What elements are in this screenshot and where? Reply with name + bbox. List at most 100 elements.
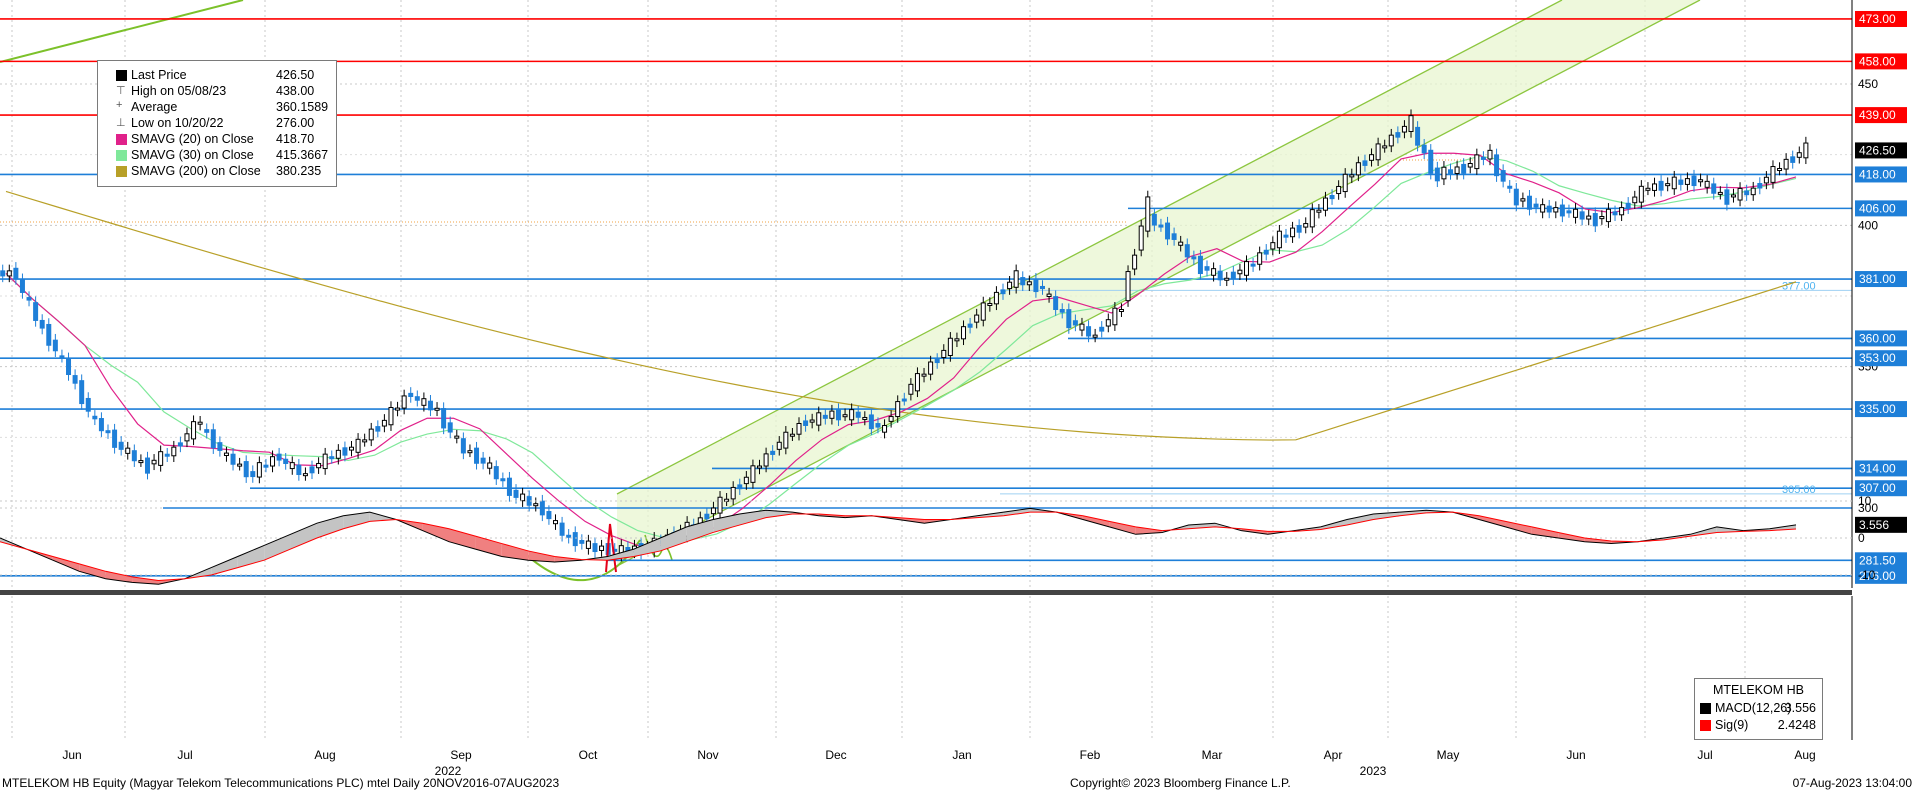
candle-body xyxy=(474,447,480,464)
candle-body xyxy=(92,415,98,420)
candle-body xyxy=(480,457,486,464)
candle-body xyxy=(1165,222,1171,240)
price-level-tag: 406.00 xyxy=(1855,200,1907,217)
candle-body xyxy=(171,446,177,457)
level-tag-box xyxy=(1855,271,1907,288)
candle-body xyxy=(1428,149,1434,174)
candle-body xyxy=(1592,213,1598,227)
legend-value: 418.70 xyxy=(276,132,315,146)
month-label: Nov xyxy=(697,748,718,762)
macd-fill-segment xyxy=(1109,521,1136,535)
candle-body xyxy=(1243,261,1249,276)
candle-body xyxy=(1316,209,1322,213)
signal-legend-label: Sig(9) xyxy=(1715,718,1749,732)
candle-body xyxy=(1599,216,1605,220)
level-tag-box xyxy=(1855,567,1907,584)
candle-body xyxy=(368,428,374,441)
price-level-tag: 360.00 xyxy=(1855,330,1907,347)
level-tag-box xyxy=(1855,480,1907,497)
candle-body xyxy=(1796,152,1802,158)
candle-body xyxy=(441,408,447,429)
candle-body xyxy=(408,392,414,397)
candle-body xyxy=(217,442,223,451)
price-tick-label: 450 xyxy=(1858,77,1878,91)
trend-channel-upper xyxy=(616,0,1563,495)
macd-tick-label: 10 xyxy=(1858,494,1872,508)
year-label: 2023 xyxy=(1360,764,1387,778)
candle-body xyxy=(1546,205,1552,213)
candle-body xyxy=(717,496,723,514)
macd-fill-segment xyxy=(1479,515,1506,527)
candle-body xyxy=(1178,241,1184,246)
candle-body xyxy=(1520,198,1526,202)
candle-body xyxy=(447,422,453,433)
level-tag-label: 353.00 xyxy=(1859,351,1896,365)
candle-body xyxy=(401,395,407,409)
candle-body xyxy=(770,450,776,455)
legend-label: SMAVG (200) on Close xyxy=(131,164,261,178)
candle-body xyxy=(52,339,58,352)
candle-body xyxy=(1474,154,1480,170)
candle-body xyxy=(1355,162,1361,176)
sma200-swatch xyxy=(116,166,127,177)
price-level-tag: 314.00 xyxy=(1855,460,1907,477)
candle-body xyxy=(1730,194,1736,198)
candle-body xyxy=(355,438,361,453)
level-tag-label: 439.00 xyxy=(1859,108,1896,122)
candle-body xyxy=(513,489,519,498)
candle-body xyxy=(1388,134,1394,147)
macd-fill-segment xyxy=(1505,521,1532,535)
candle-body xyxy=(1691,175,1697,187)
signal-swatch xyxy=(1700,720,1711,731)
last-price-tag-box xyxy=(1855,142,1907,159)
candle-body xyxy=(1191,256,1197,260)
candle-body xyxy=(1777,168,1783,172)
candle-body xyxy=(1237,269,1243,275)
candle-body xyxy=(1033,278,1039,293)
candle-body xyxy=(1579,211,1585,220)
macd-fill-segment xyxy=(1082,515,1110,527)
level-tag-label: 307.00 xyxy=(1859,481,1896,495)
candle-body xyxy=(388,407,394,426)
price-level-tag: 381.00 xyxy=(1855,271,1907,288)
macd-gridlines xyxy=(0,500,1852,740)
candle-body xyxy=(322,453,328,470)
candle-body xyxy=(1296,225,1302,233)
panel-separator xyxy=(0,590,1852,595)
legend-row-sma30: SMAVG (30) on Close 415.3667 xyxy=(98,148,336,164)
candle-body xyxy=(585,540,591,549)
legend-row-last-price: Last Price 426.50 xyxy=(98,68,336,84)
candle-body xyxy=(1763,176,1769,184)
candle-body xyxy=(1619,207,1625,216)
price-level-tag: 439.00 xyxy=(1855,107,1907,124)
candle-body xyxy=(151,459,157,465)
month-label: Mar xyxy=(1202,748,1223,762)
legend-label: Average xyxy=(131,100,178,114)
candle-body xyxy=(1362,160,1368,166)
price-tick-label: 300 xyxy=(1858,501,1878,515)
candle-body xyxy=(210,429,216,449)
level-tag-label: 458.00 xyxy=(1859,54,1896,68)
candle-body xyxy=(1586,215,1592,220)
candle-body xyxy=(1638,185,1644,203)
candle-body xyxy=(1645,187,1651,191)
candle-body xyxy=(1652,183,1658,191)
legend-label: Low on 10/20/22 xyxy=(131,116,224,130)
candle-body xyxy=(1566,210,1572,214)
macd-tag-box xyxy=(1855,516,1907,533)
macd-fill-segment xyxy=(264,534,291,561)
candle-body xyxy=(559,522,565,536)
footer-copyright: Copyright© 2023 Bloomberg Finance L.P. xyxy=(1070,776,1291,790)
price-level-tag: 335.00 xyxy=(1855,401,1907,418)
sma20-swatch xyxy=(116,134,127,145)
level-tag-label: 406.00 xyxy=(1859,201,1896,215)
candle-body xyxy=(1671,176,1677,190)
legend-row-low: ⊥ Low on 10/20/22 276.00 xyxy=(98,116,336,132)
candle-body xyxy=(276,453,282,461)
candle-body xyxy=(13,267,19,279)
candle-body xyxy=(1257,252,1263,265)
year-axis-labels: 2022 2023 xyxy=(435,764,1387,778)
candle-body xyxy=(1698,179,1704,183)
candle-body xyxy=(1086,326,1092,337)
